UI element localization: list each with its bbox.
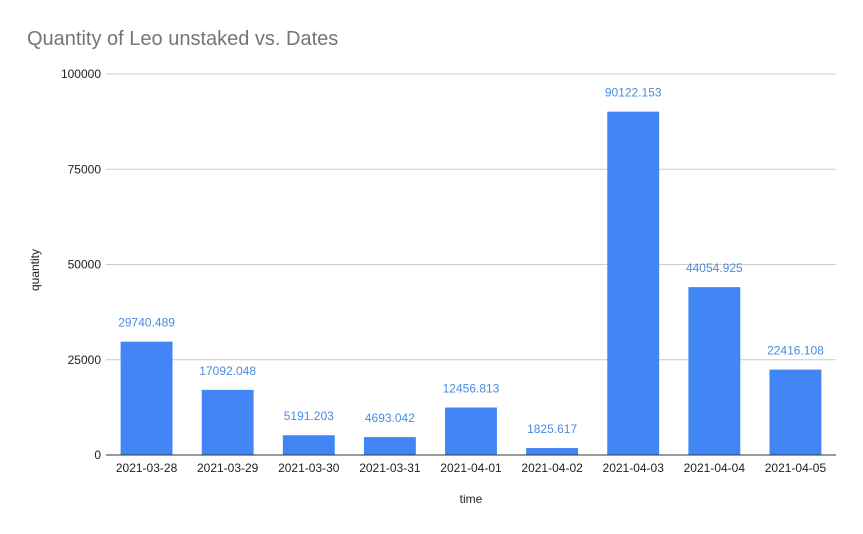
data-label: 22416.108 — [767, 344, 824, 358]
bar-2021-03-31 — [363, 437, 416, 455]
data-label: 5191.203 — [284, 409, 334, 423]
y-axis-ticks: 0 25000 50000 75000 100000 — [61, 67, 101, 462]
x-tick-label: 2021-03-31 — [359, 461, 421, 475]
x-axis-ticks: 2021-03-28 2021-03-29 2021-03-30 2021-03-31… — [116, 461, 827, 475]
y-tick-label: 75000 — [68, 162, 102, 176]
bar-2021-04-05 — [769, 369, 822, 455]
bar-2021-04-02 — [526, 448, 579, 455]
y-axis-title: quantity — [28, 249, 42, 291]
x-tick-label: 2021-03-30 — [278, 461, 340, 475]
bar-2021-03-30 — [282, 435, 335, 455]
data-label: 44054.925 — [686, 261, 743, 275]
data-label: 4693.042 — [365, 411, 415, 425]
data-label: 12456.813 — [443, 382, 500, 396]
data-label: 29740.489 — [118, 316, 175, 330]
y-tick-label: 100000 — [61, 67, 101, 81]
y-tick-label: 50000 — [68, 258, 102, 272]
x-axis-title: time — [460, 492, 483, 506]
x-tick-label: 2021-04-02 — [521, 461, 583, 475]
chart-title: Quantity of Leo unstaked vs. Dates — [27, 28, 339, 50]
bar-2021-04-04 — [688, 287, 741, 455]
x-tick-label: 2021-04-04 — [684, 461, 746, 475]
data-label: 17092.048 — [199, 364, 256, 378]
x-tick-label: 2021-04-05 — [765, 461, 827, 475]
bar-2021-03-29 — [201, 389, 254, 455]
data-label: 1825.617 — [527, 422, 577, 436]
data-label: 90122.153 — [605, 86, 662, 100]
x-tick-label: 2021-03-28 — [116, 461, 178, 475]
bars — [120, 111, 822, 456]
x-tick-label: 2021-03-29 — [197, 461, 259, 475]
bar-2021-04-01 — [445, 407, 497, 455]
y-tick-label: 0 — [94, 448, 101, 462]
y-tick-label: 25000 — [68, 353, 102, 367]
bar-2021-04-03 — [607, 111, 660, 456]
x-tick-label: 2021-04-03 — [603, 461, 665, 475]
x-tick-label: 2021-04-01 — [440, 461, 502, 475]
bar-2021-03-28 — [120, 341, 173, 455]
data-labels: 29740.489 17092.048 5191.203 4693.042 12456.… — [118, 86, 824, 436]
